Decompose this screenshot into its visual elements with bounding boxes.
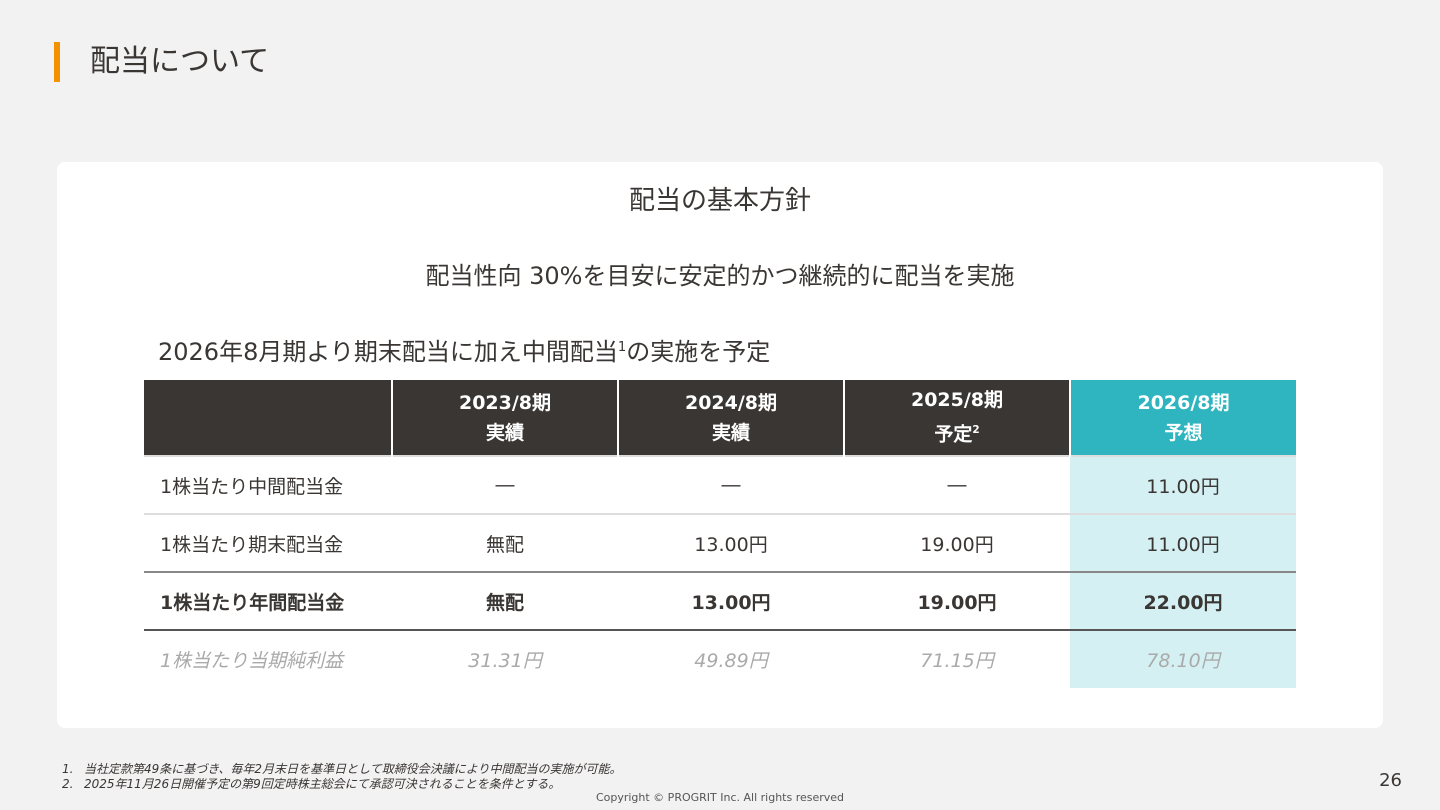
page-number: 26	[1379, 770, 1402, 791]
policy-text: 配当性向 30%を目安に安定的かつ継続的に配当を実施	[425, 262, 1015, 290]
corner-cell	[144, 380, 392, 456]
table-cell: 31.31円	[468, 650, 542, 672]
column-header: 2025/8期予定2	[843, 380, 1070, 456]
card-heading: 配当の基本方針	[628, 186, 811, 216]
footnote-number: 1.	[62, 762, 74, 776]
row-label: 1株当たり年間配当金	[144, 571, 392, 631]
row-label: 1株当たり期末配当金	[144, 513, 392, 572]
table-cell: 11.00円	[1070, 455, 1296, 514]
dividend-table: 2023/8期 実績 2024/8期 実績 2025/8期 予定2 2026/8期 予想 1株…	[144, 380, 1296, 688]
column-period: 2026/8期	[1137, 391, 1230, 414]
table-cell: 無配	[392, 513, 618, 572]
table-cell: ―	[844, 455, 1070, 514]
table-cell: ―	[392, 455, 618, 514]
table-row: 1株当たり年間配当金 無配 13.00円 19.00円 22.00円	[144, 571, 1296, 631]
footnote-text: 当社定款第49条に基づき、毎年2月末日を基準日として取締役会決議により中間配当の…	[84, 762, 622, 776]
table-cell: 11.00円	[1070, 513, 1296, 572]
row-label: 1株当たり当期純利益	[160, 650, 344, 672]
table-cell: 22.00円	[1070, 571, 1296, 631]
table-cell: 78.10円	[1070, 630, 1296, 688]
column-status: 予定	[934, 423, 973, 446]
table-cell: ―	[618, 455, 844, 514]
page-title: 配当について	[54, 42, 269, 82]
table-cell: 71.15円	[920, 650, 994, 672]
column-period: 2025/8期	[910, 389, 1004, 412]
note-text: 2026年8月期より期末配当に加え中間配当	[158, 338, 618, 366]
row-label: 1株当たり中間配当金	[144, 455, 392, 514]
table-cell: 13.00円	[618, 571, 844, 631]
header-row: 2023/8期 実績 2024/8期 実績 2025/8期 予定2 2026/8期 予想	[144, 380, 1296, 456]
note-text: の実施を予定	[626, 338, 771, 366]
table-cell: 19.00円	[844, 513, 1070, 572]
column-header: 2023/8期 実績	[391, 380, 618, 456]
column-status: 実績	[485, 421, 524, 444]
table-cell: 19.00円	[844, 571, 1070, 631]
table-cell: 49.89円	[694, 650, 768, 672]
footnote-number: 2.	[62, 777, 74, 791]
table-cell: 無配	[392, 571, 618, 631]
note: 2026年8月期より期末配当に加え中間配当1の実施を予定	[158, 332, 770, 367]
column-status: 実績	[711, 421, 750, 444]
table-body: 1株当たり中間配当金 ― ― ― 11.00円 1株当たり期末配当金 無配 13.00円 19.…	[144, 455, 1296, 688]
note-sup: 1	[617, 340, 627, 355]
footnote: 2. 2025年11月26日開催予定の第9回定時株主総会にて承認可決されることを条…	[62, 775, 560, 792]
table-row: 1株当たり中間配当金 ― ― ― 11.00円	[144, 455, 1296, 514]
copyright: Copyright © PROGRIT Inc. All rights rese…	[595, 791, 845, 804]
card: 配当の基本方針 配当性向 30%を目安に安定的かつ継続的に配当を実施 2026年…	[57, 162, 1383, 728]
table-row: 1株当たり期末配当金 無配 13.00円 19.00円 11.00円	[144, 513, 1296, 572]
footnote: 1. 当社定款第49条に基づき、毎年2月末日を基準日として取締役会決議により中間配…	[62, 760, 621, 777]
column-header: 2026/8期 予想	[1069, 380, 1296, 456]
table-cell: 13.00円	[618, 513, 844, 572]
table-row: 1株当たり当期純利益 31.31円 49.89円 71.15円 78.10円	[144, 630, 1296, 688]
column-sup: 2	[972, 424, 980, 437]
footnote-text: 2025年11月26日開催予定の第9回定時株主総会にて承認可決されることを条件と…	[84, 777, 561, 791]
column-period: 2024/8期	[684, 391, 778, 414]
column-header: 2024/8期 実績	[617, 380, 844, 456]
column-period: 2023/8期	[458, 391, 552, 414]
column-status: 予想	[1164, 421, 1203, 444]
